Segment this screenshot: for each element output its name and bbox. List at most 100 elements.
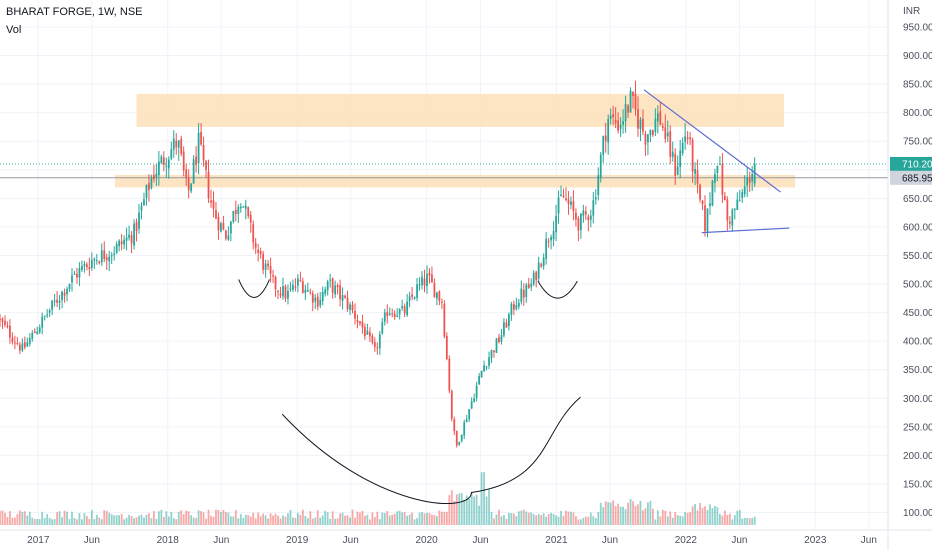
volume-bar [239, 514, 242, 525]
candle-body [550, 237, 552, 241]
volume-bar [522, 509, 525, 525]
candle-body [155, 173, 158, 178]
candle-body [490, 350, 493, 359]
volume-bar [192, 517, 195, 525]
volume-bar [723, 510, 726, 525]
time-tick-label: Jun [213, 535, 229, 546]
candle-body [743, 186, 746, 195]
volume-bar [41, 511, 44, 525]
volume-bar [155, 519, 158, 525]
volume-bar [728, 513, 731, 525]
candle-body [453, 419, 456, 432]
volume-bar [314, 517, 317, 525]
volume-bar [416, 518, 418, 525]
volume-bar [684, 512, 687, 525]
volume-bar [319, 517, 322, 525]
price-tick-label: 350.00 [903, 365, 932, 376]
volume-bar [639, 500, 642, 525]
candle-body [589, 215, 592, 220]
volume-bar [577, 519, 580, 525]
volume-bar [572, 512, 575, 525]
volume-bar [257, 512, 260, 525]
volume-bar [510, 513, 513, 525]
volume-bar [465, 495, 468, 525]
candle-body [41, 316, 44, 328]
volume-bar [48, 517, 51, 525]
candle-body [210, 200, 212, 203]
volume-bar [627, 502, 629, 525]
volume-bar [200, 511, 202, 525]
candle-body [66, 288, 68, 295]
volume-bar [607, 502, 610, 525]
candle-body [647, 134, 649, 143]
volume-bar [38, 519, 41, 525]
volume-bar [294, 518, 297, 525]
volume-bar [570, 511, 572, 525]
volume-bar [185, 510, 188, 525]
volume-bar [401, 512, 404, 525]
volume-bar [177, 511, 180, 525]
volume-bar [431, 514, 433, 525]
candle-body [9, 325, 11, 338]
candle-body [153, 174, 155, 180]
volume-bar [115, 515, 118, 525]
candle-body [594, 197, 597, 200]
candle-body [364, 326, 366, 337]
candle-body [455, 430, 458, 446]
volume-bar [666, 516, 669, 525]
candle-body [699, 184, 701, 200]
candle-body [577, 218, 580, 231]
candle-body [398, 309, 401, 315]
time-tick-label: 2020 [415, 535, 438, 546]
candle-body [557, 197, 560, 214]
candle-body [329, 279, 332, 281]
volume-bar [383, 512, 386, 525]
candle-body [71, 275, 73, 283]
candle-body [733, 208, 736, 210]
volume-bar [301, 509, 304, 525]
volume-bar [51, 519, 54, 525]
candle-body [267, 263, 269, 267]
volume-bar [113, 515, 116, 525]
price-tick-label: 500.00 [903, 280, 932, 291]
candle-body [225, 230, 227, 239]
volume-bar [719, 514, 721, 525]
volume-bar [386, 511, 389, 525]
volume-bar [249, 516, 252, 525]
candle-body [711, 180, 714, 206]
candle-body [666, 132, 669, 137]
candle-body [21, 343, 24, 351]
volume-bar [555, 515, 557, 525]
candle-body [654, 118, 657, 132]
candle-body [108, 256, 111, 262]
volume-bar [671, 517, 674, 525]
candle-body [565, 198, 567, 200]
volume-bar [95, 514, 98, 525]
volume-bar [738, 510, 741, 525]
candle-body [28, 338, 31, 344]
volume-bar [716, 507, 719, 525]
candle-body [527, 283, 530, 289]
volume-bar [227, 512, 230, 525]
candle-body [587, 216, 590, 221]
volume-bar [61, 517, 63, 525]
candle-body [748, 178, 751, 184]
volume-bar [53, 519, 56, 525]
candle-body [649, 129, 652, 136]
volume-bar [120, 513, 123, 525]
trend-line [701, 227, 790, 234]
volume-bar [642, 510, 644, 525]
volume-bar [403, 512, 406, 525]
volume-bar [535, 515, 538, 525]
candle-body [567, 199, 570, 205]
volume-bar [123, 519, 126, 525]
candle-body [622, 121, 624, 125]
candle-body [242, 206, 245, 208]
candle-body [694, 169, 696, 174]
time-tick-label: 2019 [286, 535, 309, 546]
volume-bar [93, 519, 96, 525]
candle-body [314, 297, 317, 302]
candle-body [684, 136, 687, 142]
volume-bar [398, 510, 401, 525]
